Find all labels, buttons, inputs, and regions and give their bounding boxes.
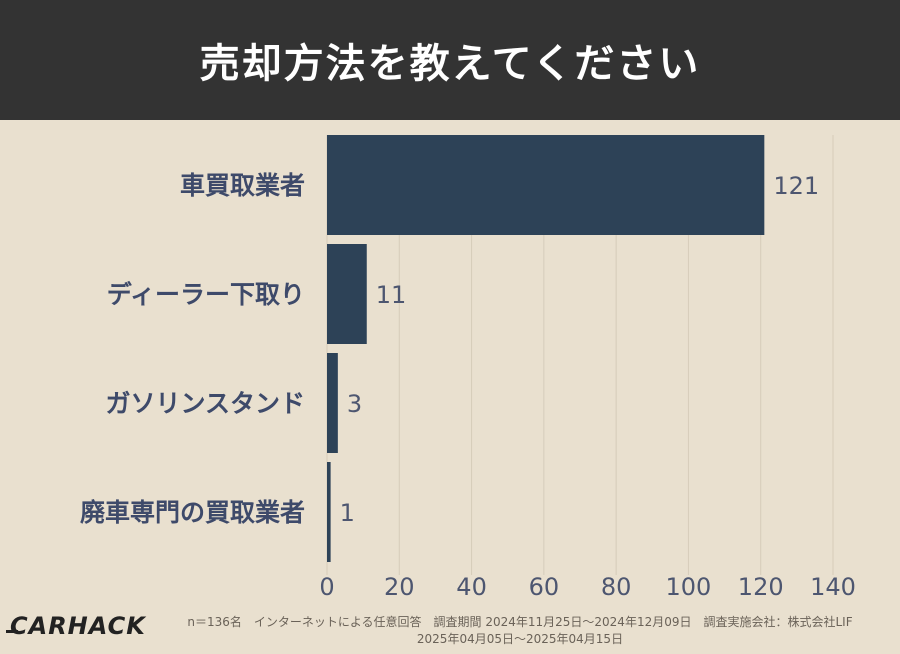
x-tick-label-100: 100 — [666, 573, 712, 601]
value-label-3: 3 — [347, 390, 362, 418]
x-tick-label-40: 40 — [456, 573, 487, 601]
x-tick-label-20: 20 — [384, 573, 415, 601]
survey-note-line2: 2025年04月05日〜2025年04月15日 — [416, 632, 624, 646]
carhack-logo: CARHACK — [6, 612, 146, 640]
x-tick-label-120: 120 — [738, 573, 784, 601]
category-label-2: ディーラー下取り — [107, 280, 305, 309]
x-tick-label-60: 60 — [529, 573, 560, 601]
category-label-1: 車買取業者 — [180, 171, 305, 200]
x-tick-label-80: 80 — [601, 573, 632, 601]
bar-4 — [327, 462, 331, 562]
x-tick-label-0: 0 — [319, 573, 334, 601]
chart-title: 売却方法を教えてください — [199, 41, 701, 87]
bar-chart: 車買取業者 121 ディーラー下取り 11 ガソリンスタンド 3 廃車専門の買取業者 1 0 2… — [80, 135, 856, 601]
survey-note-line1: n＝136名 インターネットによる任意回答 調査期間 2024年11月25日〜2… — [187, 615, 853, 629]
category-label-4: 廃車専門の買取業者 — [80, 498, 305, 527]
value-label-2: 11 — [376, 281, 407, 309]
category-label-3: ガソリンスタンド — [105, 389, 305, 418]
value-label-1: 121 — [773, 172, 819, 200]
bar-3 — [327, 353, 338, 453]
x-tick-label-140: 140 — [810, 573, 856, 601]
bar-1 — [327, 135, 765, 235]
header-bar: 売却方法を教えてください — [0, 0, 900, 120]
bar-2 — [327, 244, 367, 344]
value-label-4: 1 — [340, 499, 355, 527]
